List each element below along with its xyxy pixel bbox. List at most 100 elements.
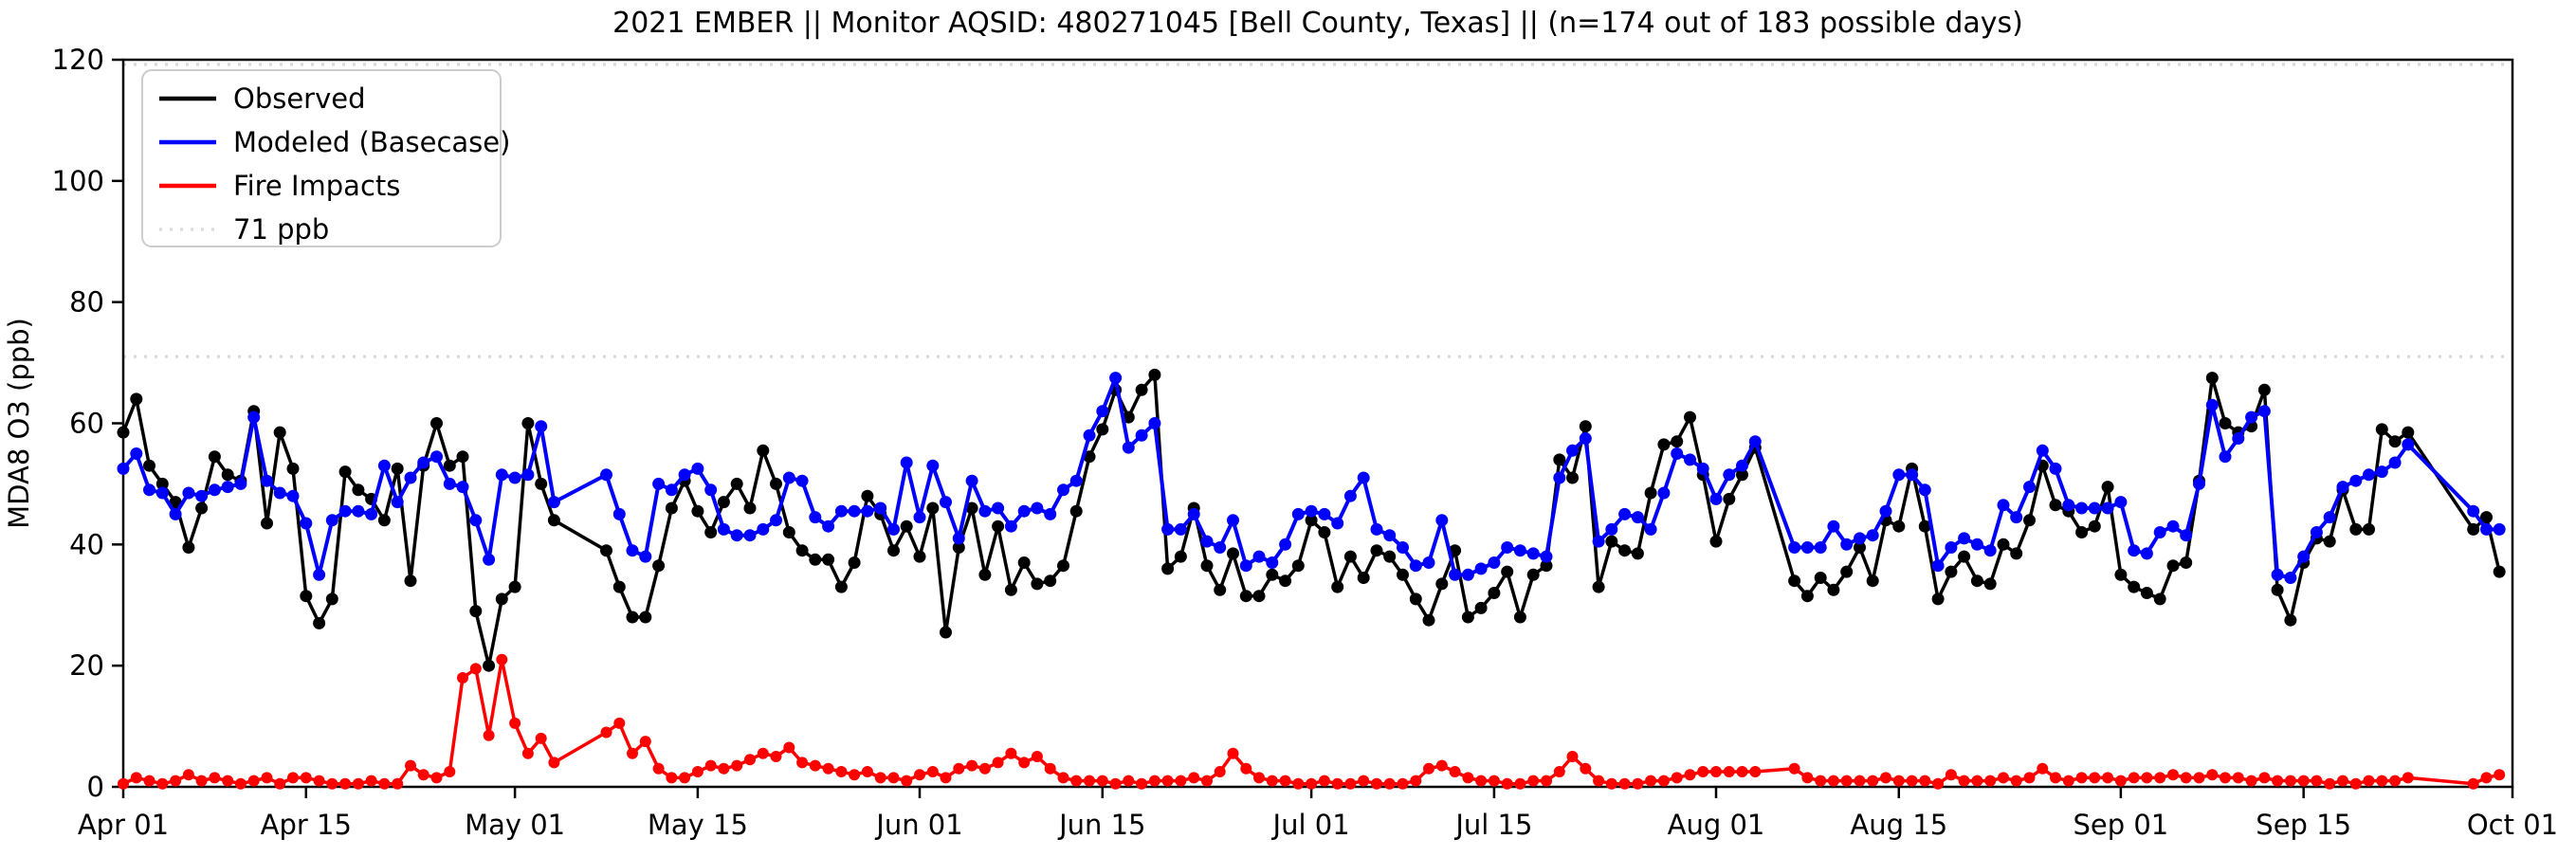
- fire-impacts-point: [156, 777, 169, 790]
- observed-point: [1684, 410, 1696, 424]
- modeled-basecase-point: [1252, 550, 1266, 563]
- legend-label: 71 ppb: [233, 213, 329, 246]
- fire-impacts-point: [1867, 775, 1879, 787]
- modeled-basecase-point: [2349, 474, 2363, 487]
- modeled-basecase-point: [1291, 507, 1305, 520]
- observed-point: [822, 553, 835, 566]
- modeled-basecase-point: [1383, 529, 1397, 542]
- fire-impacts-point: [1840, 775, 1853, 787]
- fire-impacts-point: [874, 772, 886, 784]
- fire-impacts-point: [118, 777, 129, 790]
- fire-impacts-point: [1919, 775, 1931, 787]
- fire-impacts-point: [1657, 775, 1670, 787]
- modeled-basecase-line: [121, 375, 2502, 580]
- modeled-basecase-point: [1122, 441, 1135, 454]
- modeled-basecase-point: [1696, 462, 1709, 475]
- modeled-basecase-point: [600, 468, 612, 482]
- modeled-basecase-point: [940, 496, 952, 509]
- fire-impacts-point: [914, 769, 925, 781]
- fire-impacts-point: [1723, 766, 1735, 777]
- observed-point: [1723, 492, 1736, 505]
- observed-point: [639, 611, 652, 624]
- observed-point: [992, 520, 1005, 533]
- modeled-basecase-point: [417, 456, 430, 469]
- observed-point: [1788, 574, 1801, 588]
- modeled-basecase-point: [234, 477, 247, 490]
- modeled-basecase-point: [770, 514, 782, 527]
- observed-point: [1239, 590, 1252, 603]
- observed-point: [2284, 613, 2297, 627]
- modeled-basecase-point: [1684, 453, 1696, 466]
- fire-impacts-point: [1514, 777, 1526, 790]
- x-tick-label: May 01: [465, 809, 565, 841]
- observed-point: [169, 496, 182, 509]
- modeled-basecase-point: [2205, 398, 2219, 411]
- fire-impacts-point: [170, 775, 182, 787]
- observed-point: [325, 593, 338, 606]
- fire-impacts-point: [2480, 772, 2493, 784]
- fire-impacts-point: [444, 766, 456, 777]
- fire-impacts-point: [509, 717, 521, 729]
- modeled-basecase-point: [483, 553, 496, 566]
- modeled-basecase-point: [834, 504, 848, 518]
- modeled-basecase-point: [1449, 568, 1462, 581]
- modeled-basecase-point: [391, 496, 404, 509]
- modeled-basecase-point: [1723, 468, 1736, 482]
- observed-point: [1540, 559, 1553, 573]
- modeled-basecase-point: [2075, 501, 2089, 515]
- modeled-basecase-point: [1618, 507, 1632, 520]
- modeled-basecase-point: [2101, 501, 2114, 515]
- modeled-basecase-point: [757, 522, 770, 536]
- observed-point: [1918, 520, 1931, 533]
- fire-impacts-point: [1449, 766, 1461, 777]
- modeled-basecase-point: [1397, 541, 1409, 554]
- fire-impacts-point: [757, 747, 769, 759]
- observed-point: [2363, 522, 2375, 536]
- observed-point: [2349, 522, 2363, 536]
- fire-impacts-point: [1214, 766, 1226, 777]
- observed-point: [521, 417, 535, 429]
- y-tick-label: 80: [69, 286, 104, 319]
- modeled-basecase-point: [1709, 492, 1723, 505]
- modeled-basecase-point: [325, 514, 338, 527]
- legend-label: Fire Impacts: [233, 170, 400, 202]
- modeled-basecase-point: [1631, 511, 1644, 524]
- modeled-basecase-point: [822, 520, 835, 533]
- observed-point: [1736, 468, 1748, 482]
- fire-impacts-point: [1815, 775, 1827, 787]
- modeled-basecase-point: [1069, 474, 1083, 487]
- observed-point: [1501, 565, 1514, 578]
- fire-impacts-point: [1541, 775, 1552, 787]
- observed-point: [861, 489, 874, 502]
- fire-impacts-point: [704, 759, 717, 772]
- fire-impacts-point: [392, 777, 404, 790]
- modeled-basecase-point: [743, 529, 757, 542]
- modeled-basecase-point: [1918, 483, 1931, 497]
- observed-point: [1618, 544, 1632, 557]
- fire-impacts-point: [796, 757, 809, 769]
- x-tick-label: Oct 01: [2467, 809, 2558, 841]
- observed-point: [1357, 572, 1370, 584]
- fire-impacts-point: [496, 653, 508, 666]
- fire-impacts-point: [195, 775, 208, 787]
- fire-impacts-point: [1801, 772, 1814, 784]
- modeled-basecase-point: [155, 486, 169, 500]
- fire-impacts-point: [365, 775, 377, 787]
- fire-impacts-point: [209, 772, 221, 784]
- modeled-basecase-point: [1866, 529, 1879, 542]
- observed-point: [483, 659, 496, 672]
- modeled-basecase-point: [652, 477, 666, 490]
- modeled-basecase-point: [1435, 514, 1449, 527]
- modeled-basecase-point: [952, 532, 965, 545]
- modeled-basecase-point: [1814, 541, 1827, 554]
- observed-point: [770, 477, 782, 490]
- modeled-basecase-point: [1357, 471, 1370, 484]
- fire-impacts-point: [1201, 775, 1213, 787]
- y-tick-label: 100: [52, 165, 104, 197]
- observed-point: [1970, 574, 1983, 588]
- modeled-basecase-point: [782, 471, 795, 484]
- fire-impacts-point: [130, 772, 142, 784]
- modeled-basecase-point: [626, 544, 639, 557]
- observed-point: [2153, 593, 2166, 606]
- modeled-basecase-point: [2153, 526, 2166, 538]
